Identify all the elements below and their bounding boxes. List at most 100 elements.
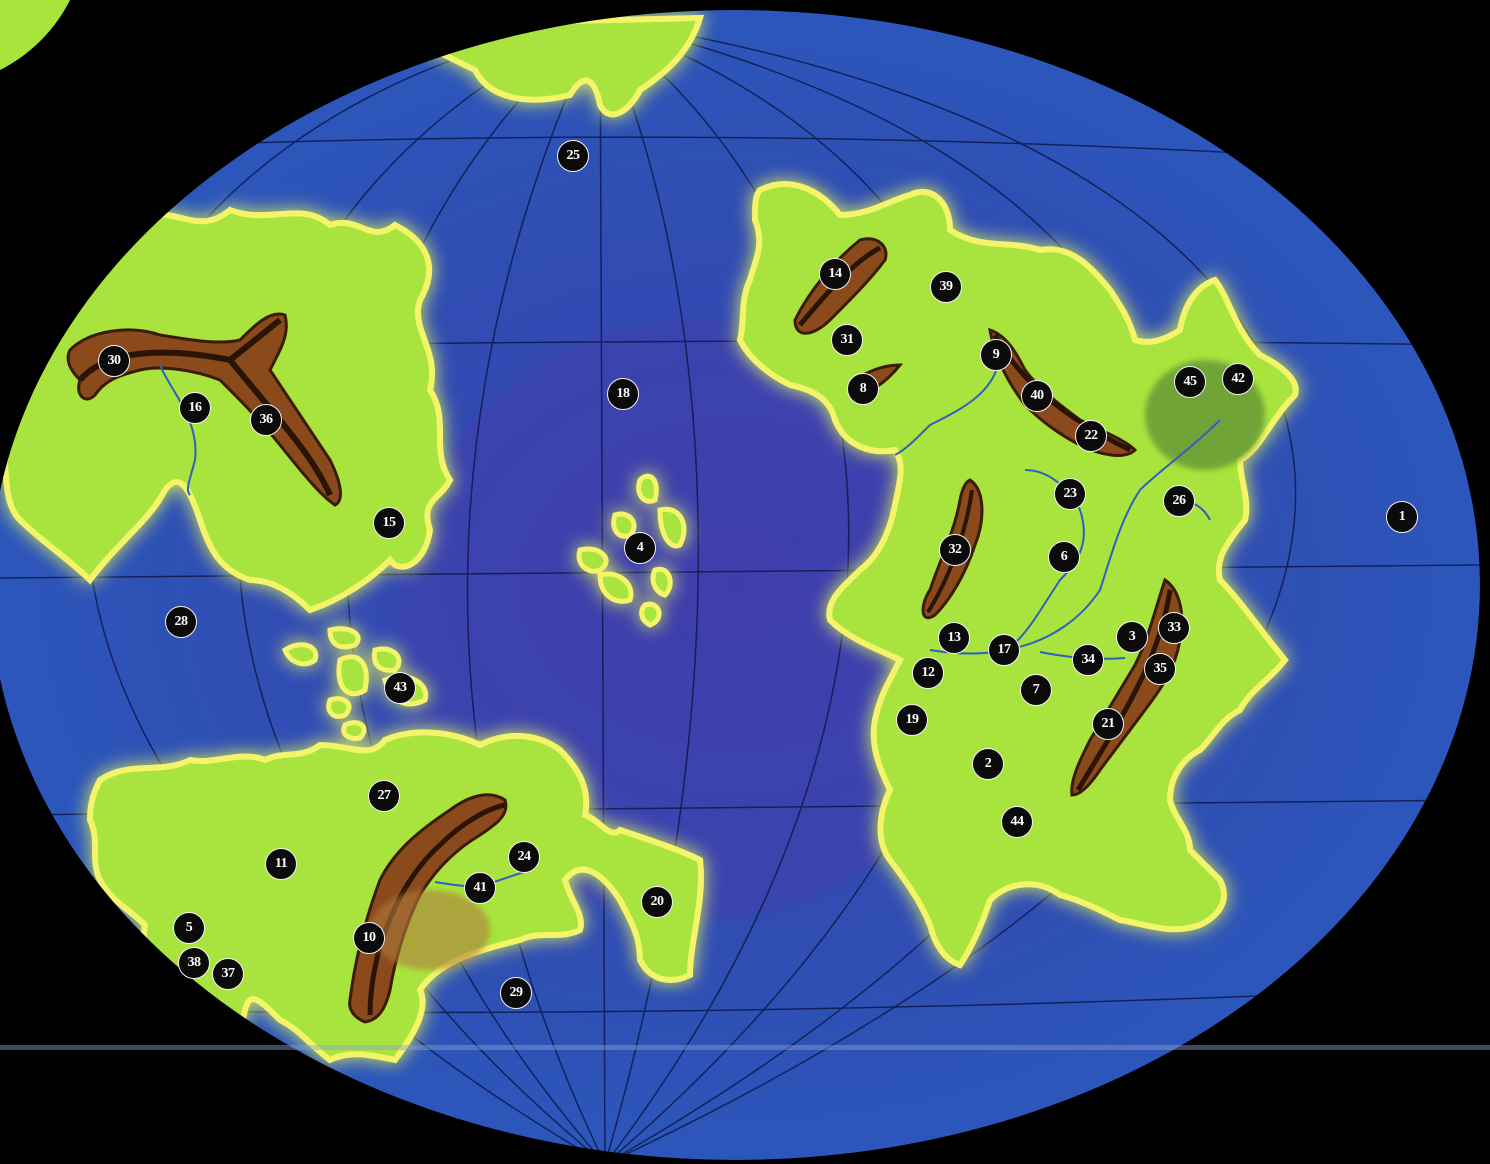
marker-label: 31 [840,332,855,347]
marker-label: 34 [1081,652,1096,667]
marker-dot [368,780,400,812]
location-marker-6[interactable]: 6 [1048,541,1080,573]
location-marker-15[interactable]: 15 [373,507,405,539]
marker-dot [980,339,1012,371]
location-marker-22[interactable]: 22 [1075,420,1107,452]
marker-label: 41 [473,880,488,895]
location-marker-29[interactable]: 29 [500,977,532,1009]
marker-label: 44 [1010,814,1025,829]
location-marker-2[interactable]: 2 [972,748,1004,780]
location-marker-23[interactable]: 23 [1054,478,1086,510]
land-fragment-top-left [0,0,70,70]
location-marker-42[interactable]: 42 [1222,363,1254,395]
marker-dot [938,622,970,654]
marker-dot [1116,621,1148,653]
location-marker-38[interactable]: 38 [178,947,210,979]
location-marker-41[interactable]: 41 [464,872,496,904]
location-marker-19[interactable]: 19 [896,704,928,736]
marker-dot [847,373,879,405]
marker-label: 7 [1032,682,1040,697]
marker-dot [607,378,639,410]
location-marker-31[interactable]: 31 [831,324,863,356]
marker-dot [930,271,962,303]
location-marker-20[interactable]: 20 [641,886,673,918]
location-marker-34[interactable]: 34 [1072,644,1104,676]
marker-dot [1072,644,1104,676]
marker-label: 13 [947,630,962,645]
marker-label: 3 [1128,629,1136,644]
marker-label: 28 [174,614,189,629]
marker-label: 37 [221,966,236,981]
location-marker-17[interactable]: 17 [988,634,1020,666]
location-marker-39[interactable]: 39 [930,271,962,303]
marker-label: 24 [517,849,532,864]
location-marker-24[interactable]: 24 [508,841,540,873]
location-marker-3[interactable]: 3 [1116,621,1148,653]
location-marker-12[interactable]: 12 [912,657,944,689]
marker-dot [988,634,1020,666]
marker-dot [212,958,244,990]
land-southwest-islands [281,626,429,741]
location-marker-10[interactable]: 10 [353,922,385,954]
location-marker-43[interactable]: 43 [384,672,416,704]
location-marker-25[interactable]: 25 [557,140,589,172]
marker-label: 16 [188,400,203,415]
location-marker-11[interactable]: 11 [265,848,297,880]
location-marker-30[interactable]: 30 [98,345,130,377]
marker-label: 5 [185,920,193,935]
marker-dot [98,345,130,377]
marker-dot [1386,501,1418,533]
location-marker-4[interactable]: 4 [624,532,656,564]
location-marker-13[interactable]: 13 [938,622,970,654]
marker-dot [557,140,589,172]
location-marker-36[interactable]: 36 [250,404,282,436]
location-marker-32[interactable]: 32 [939,534,971,566]
location-marker-45[interactable]: 45 [1174,366,1206,398]
location-marker-1[interactable]: 1 [1386,501,1418,533]
marker-label: 27 [377,788,392,803]
marker-label: 33 [1167,620,1182,635]
location-marker-33[interactable]: 33 [1158,612,1190,644]
marker-dot [1222,363,1254,395]
marker-label: 21 [1101,716,1116,731]
location-marker-40[interactable]: 40 [1021,380,1053,412]
marker-label: 42 [1231,371,1246,386]
location-marker-7[interactable]: 7 [1020,674,1052,706]
marker-dot [1021,380,1053,412]
location-marker-26[interactable]: 26 [1163,485,1195,517]
marker-dot [641,886,673,918]
location-marker-8[interactable]: 8 [847,373,879,405]
marker-label: 15 [382,515,397,530]
location-marker-18[interactable]: 18 [607,378,639,410]
location-marker-35[interactable]: 35 [1144,653,1176,685]
marker-dot [1092,708,1124,740]
marker-dot [464,872,496,904]
marker-dot [508,841,540,873]
location-marker-37[interactable]: 37 [212,958,244,990]
marker-dot [265,848,297,880]
location-marker-14[interactable]: 14 [819,258,851,290]
marker-dot [500,977,532,1009]
marker-label: 19 [905,712,920,727]
marker-label: 2 [984,756,992,771]
location-marker-16[interactable]: 16 [179,392,211,424]
marker-label: 9 [992,347,1000,362]
location-marker-44[interactable]: 44 [1001,806,1033,838]
marker-dot [1174,366,1206,398]
location-marker-9[interactable]: 9 [980,339,1012,371]
marker-dot [178,947,210,979]
location-marker-27[interactable]: 27 [368,780,400,812]
marker-dot [173,912,205,944]
location-marker-5[interactable]: 5 [173,912,205,944]
marker-label: 39 [939,279,954,294]
marker-label: 11 [274,856,288,871]
marker-label: 45 [1183,374,1198,389]
marker-dot [624,532,656,564]
land-northwest-continent [0,206,454,614]
marker-label: 17 [997,642,1012,657]
location-marker-28[interactable]: 28 [165,606,197,638]
marker-label: 35 [1153,661,1168,676]
location-marker-21[interactable]: 21 [1092,708,1124,740]
marker-dot [939,534,971,566]
